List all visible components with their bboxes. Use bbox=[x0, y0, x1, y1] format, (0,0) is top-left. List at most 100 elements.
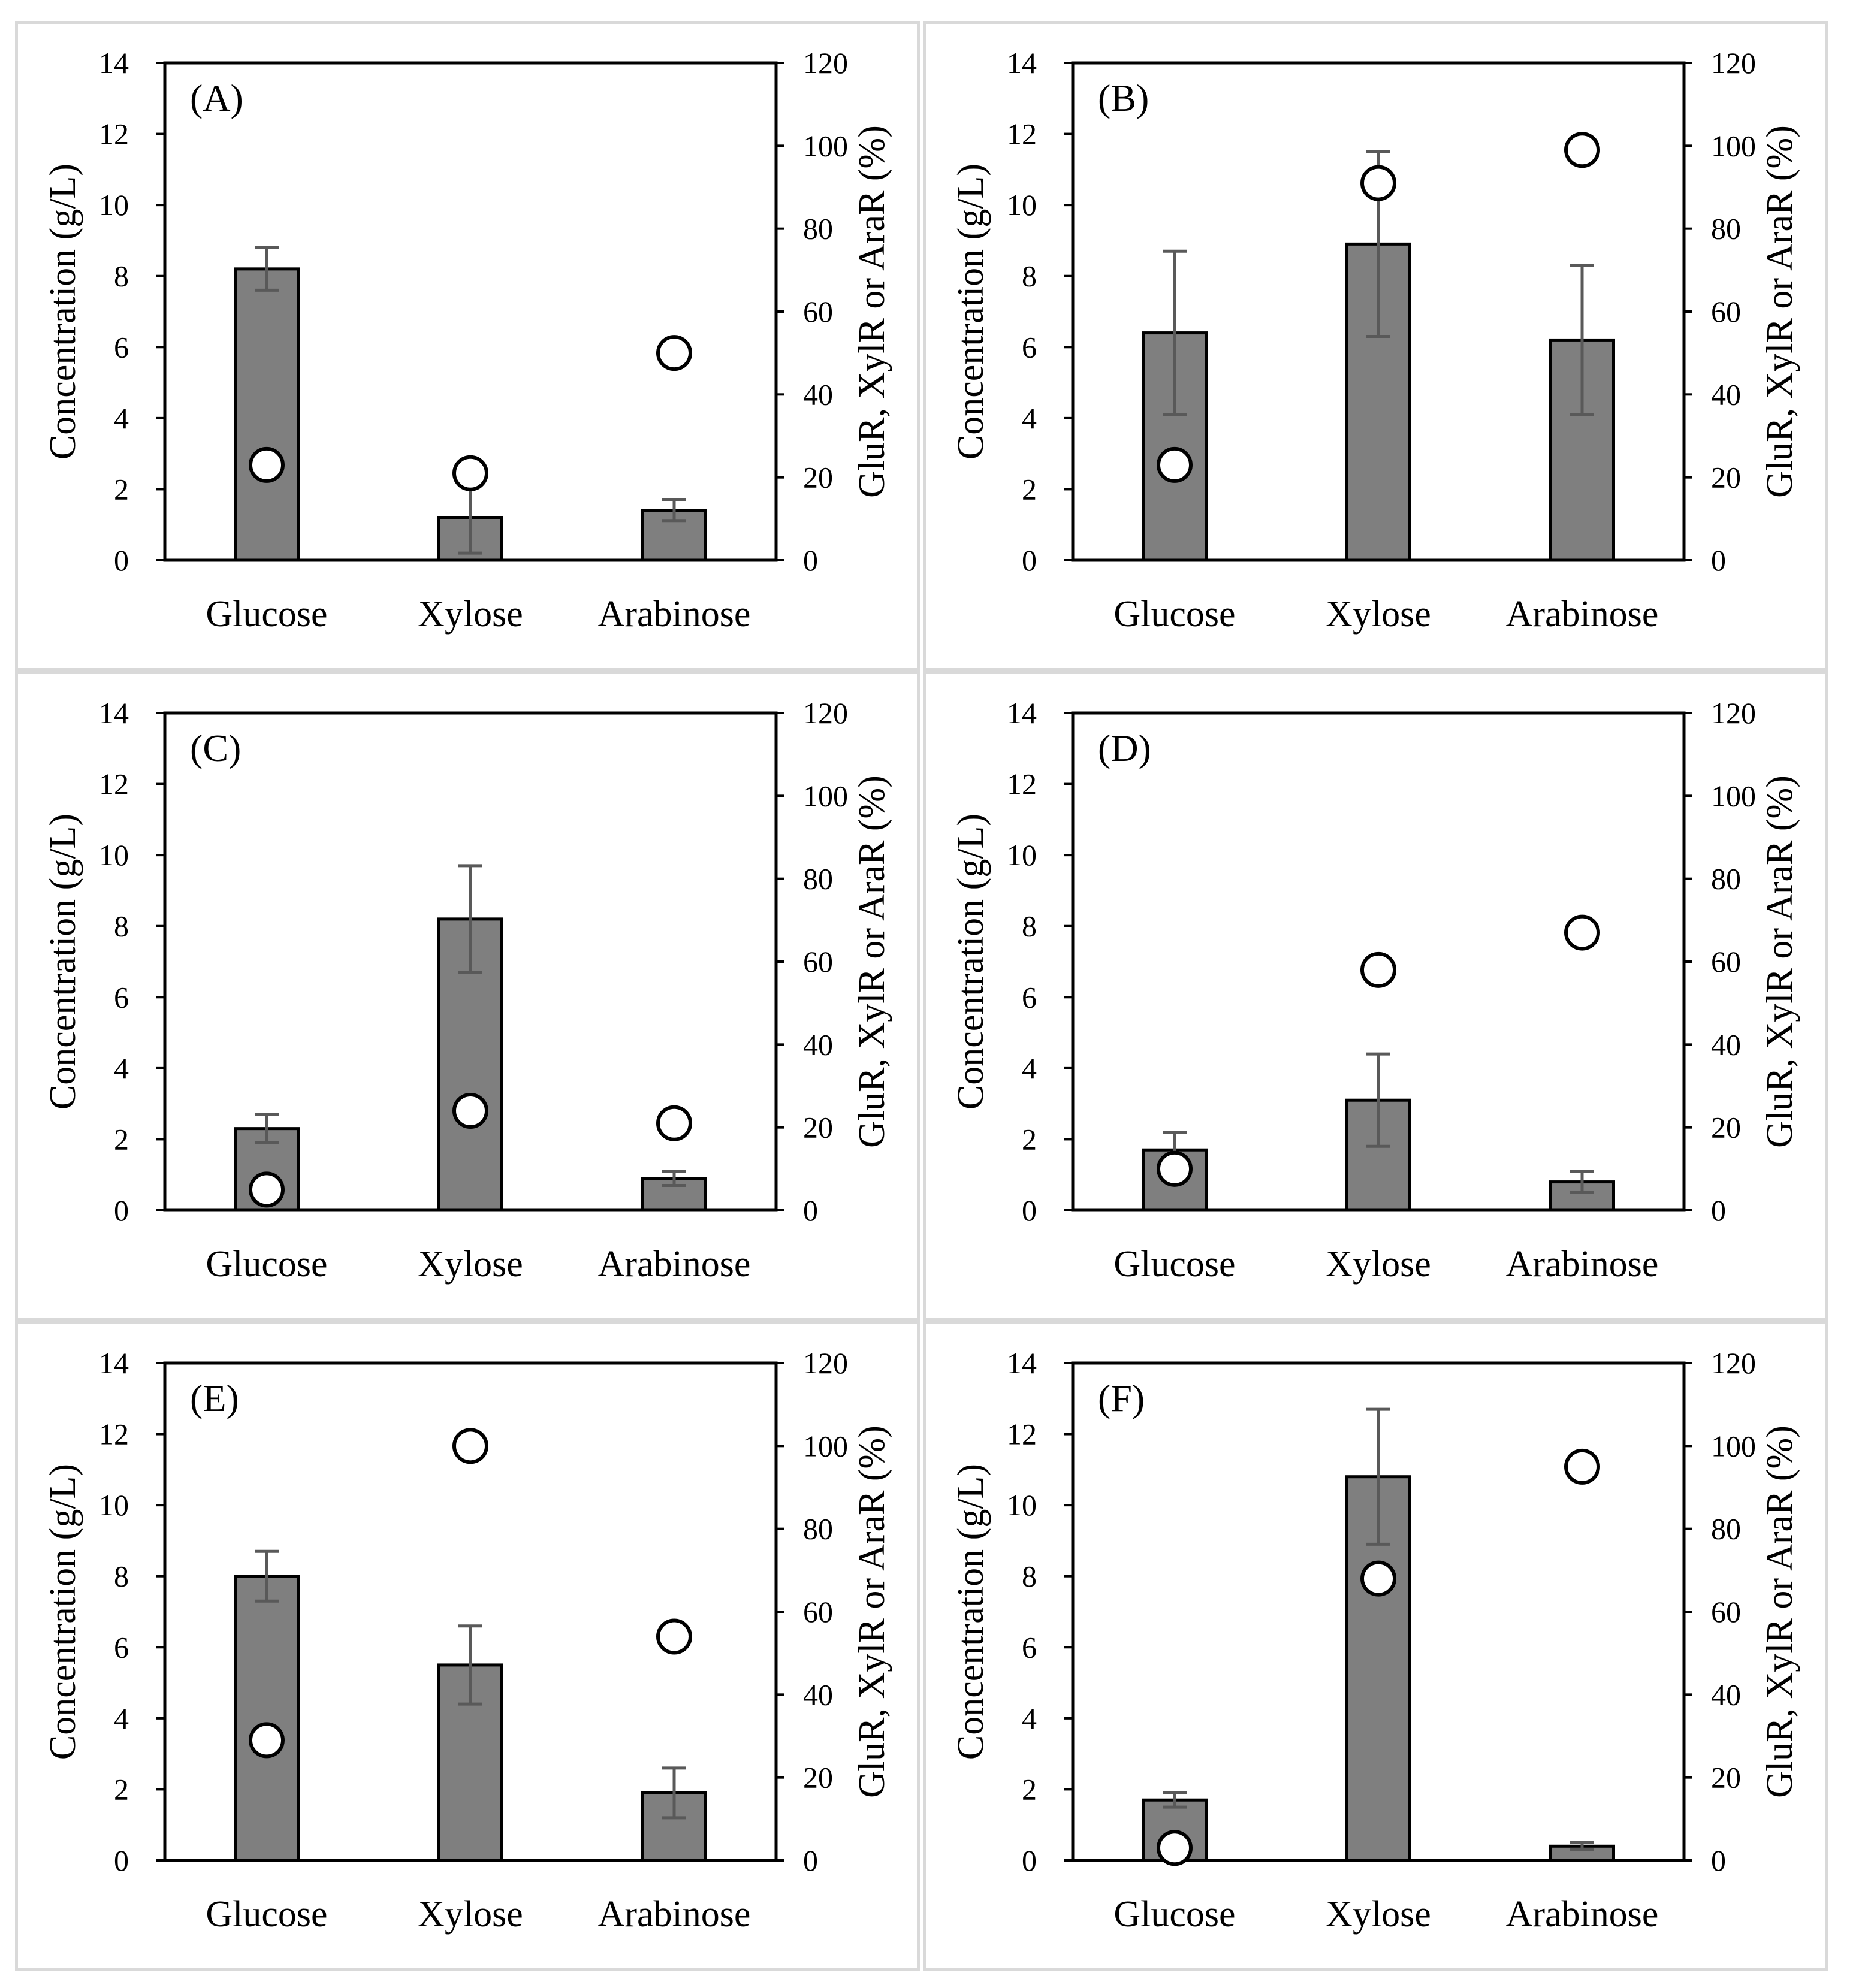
right-tick-label: 20 bbox=[1711, 1111, 1741, 1144]
category-label-xylose: Xylose bbox=[1326, 1894, 1431, 1935]
right-tick-label: 0 bbox=[803, 1844, 818, 1877]
chart-svg: 0 2 4 6 8 10 12 14 0 20 40 60 80 100 120 Concentration … bbox=[43, 46, 892, 635]
right-tick-label: 40 bbox=[803, 1028, 833, 1061]
left-tick-label: 4 bbox=[1022, 1052, 1037, 1085]
left-tick-label: 8 bbox=[1022, 910, 1037, 943]
category-label-glucose: Glucose bbox=[206, 594, 327, 635]
right-tick-label: 120 bbox=[803, 46, 848, 80]
left-tick-label: 6 bbox=[114, 330, 129, 364]
recovery-point-arabinose bbox=[656, 1618, 692, 1655]
right-tick-label: 120 bbox=[803, 696, 848, 730]
recovery-point-arabinose bbox=[656, 1105, 692, 1141]
category-label-xylose: Xylose bbox=[418, 1894, 523, 1935]
right-tick-label: 20 bbox=[803, 461, 833, 494]
chart-svg: 0 2 4 6 8 10 12 14 0 20 40 60 80 100 120 Concentration … bbox=[43, 696, 892, 1285]
right-tick-label: 120 bbox=[1711, 1346, 1756, 1380]
left-tick-label: 10 bbox=[1007, 838, 1037, 872]
panel-label: (F) bbox=[1098, 1377, 1145, 1419]
recovery-point-glucose bbox=[249, 1171, 285, 1208]
left-tick-label: 14 bbox=[1007, 696, 1037, 730]
recovery-point-xylose bbox=[1360, 951, 1396, 988]
left-tick-label: 12 bbox=[99, 768, 129, 801]
right-tick-label: 120 bbox=[1711, 696, 1756, 730]
chart-svg: 0 2 4 6 8 10 12 14 0 20 40 60 80 100 120 Concentration … bbox=[950, 1346, 1800, 1935]
recovery-point-xylose bbox=[452, 1428, 488, 1464]
right-tick-label: 60 bbox=[803, 295, 833, 328]
left-tick-label: 4 bbox=[114, 1702, 129, 1735]
right-tick-label: 60 bbox=[1711, 1595, 1741, 1629]
left-tick-label: 8 bbox=[114, 259, 129, 293]
right-tick-label: 0 bbox=[1711, 543, 1726, 577]
recovery-point-arabinose bbox=[1564, 132, 1600, 168]
left-tick-label: 8 bbox=[114, 1560, 129, 1593]
bar-xylose bbox=[1345, 1098, 1411, 1212]
category-label-glucose: Glucose bbox=[1113, 1894, 1235, 1935]
left-tick-label: 6 bbox=[1022, 1630, 1037, 1664]
right-tick-label: 40 bbox=[1711, 1678, 1741, 1711]
right-tick-label: 0 bbox=[1711, 1194, 1726, 1227]
category-label-arabinose: Arabinose bbox=[1506, 1894, 1659, 1935]
category-label-arabinose: Arabinose bbox=[1506, 594, 1659, 635]
right-tick-label: 60 bbox=[803, 1595, 833, 1629]
right-axis-title: GluR, XylR or AraR (%) bbox=[1760, 125, 1800, 498]
right-tick-label: 80 bbox=[1711, 862, 1741, 896]
bar-glucose bbox=[234, 1575, 300, 1862]
left-tick-label: 4 bbox=[1022, 401, 1037, 435]
panel-label: (C) bbox=[190, 727, 241, 769]
left-tick-label: 10 bbox=[99, 838, 129, 872]
category-label-arabinose: Arabinose bbox=[598, 1894, 751, 1935]
chart-panel-b: 0 2 4 6 8 10 12 14 0 20 40 60 80 100 120 Concentration … bbox=[923, 21, 1828, 671]
left-tick-label: 14 bbox=[1007, 1346, 1037, 1380]
category-label-arabinose: Arabinose bbox=[598, 594, 751, 635]
right-tick-label: 100 bbox=[1711, 779, 1756, 812]
right-tick-label: 100 bbox=[803, 1429, 848, 1463]
category-label-arabinose: Arabinose bbox=[1506, 1244, 1659, 1285]
category-label-glucose: Glucose bbox=[206, 1244, 327, 1285]
bar-glucose bbox=[234, 1127, 300, 1212]
left-tick-label: 10 bbox=[1007, 1488, 1037, 1522]
panel-label: (E) bbox=[190, 1377, 239, 1419]
right-tick-label: 20 bbox=[803, 1761, 833, 1794]
right-tick-label: 20 bbox=[1711, 461, 1741, 494]
left-tick-label: 14 bbox=[1007, 46, 1037, 80]
left-tick-label: 6 bbox=[114, 980, 129, 1014]
right-axis-title: GluR, XylR or AraR (%) bbox=[852, 775, 892, 1148]
right-tick-label: 60 bbox=[1711, 295, 1741, 328]
recovery-point-xylose bbox=[1360, 165, 1396, 201]
right-tick-label: 20 bbox=[803, 1111, 833, 1144]
left-tick-label: 0 bbox=[114, 543, 129, 577]
recovery-point-xylose bbox=[1360, 1560, 1396, 1597]
left-tick-label: 8 bbox=[1022, 259, 1037, 293]
recovery-point-xylose bbox=[452, 455, 488, 491]
category-label-glucose: Glucose bbox=[1113, 1244, 1235, 1285]
right-tick-label: 40 bbox=[803, 1678, 833, 1711]
category-label-arabinose: Arabinose bbox=[598, 1244, 751, 1285]
left-tick-label: 4 bbox=[114, 401, 129, 435]
chart-svg: 0 2 4 6 8 10 12 14 0 20 40 60 80 100 120 Concentration … bbox=[43, 1346, 892, 1935]
chart-svg: 0 2 4 6 8 10 12 14 0 20 40 60 80 100 120 Concentration … bbox=[950, 696, 1800, 1285]
right-tick-label: 100 bbox=[1711, 1429, 1756, 1463]
left-tick-label: 2 bbox=[114, 1122, 129, 1156]
left-axis-title: Concentration (g/L) bbox=[43, 1464, 83, 1760]
panel-label: (B) bbox=[1098, 77, 1149, 119]
right-tick-label: 40 bbox=[803, 377, 833, 411]
left-tick-label: 10 bbox=[99, 1488, 129, 1522]
right-tick-label: 60 bbox=[1711, 945, 1741, 978]
left-tick-label: 12 bbox=[99, 117, 129, 151]
chart-svg: 0 2 4 6 8 10 12 14 0 20 40 60 80 100 120 Concentration … bbox=[950, 46, 1800, 635]
left-tick-label: 12 bbox=[1007, 768, 1037, 801]
right-tick-label: 0 bbox=[803, 1194, 818, 1227]
right-tick-label: 80 bbox=[1711, 1512, 1741, 1546]
right-tick-label: 80 bbox=[1711, 212, 1741, 246]
right-tick-label: 0 bbox=[803, 543, 818, 577]
left-tick-label: 0 bbox=[1022, 1844, 1037, 1877]
right-tick-label: 40 bbox=[1711, 1028, 1741, 1061]
recovery-point-arabinose bbox=[656, 335, 692, 371]
right-tick-label: 100 bbox=[803, 129, 848, 162]
right-tick-label: 0 bbox=[1711, 1844, 1726, 1877]
left-tick-label: 2 bbox=[1022, 1122, 1037, 1156]
recovery-point-arabinose bbox=[1564, 914, 1600, 951]
left-tick-label: 2 bbox=[1022, 1772, 1037, 1806]
left-tick-label: 0 bbox=[114, 1844, 129, 1877]
left-tick-label: 8 bbox=[1022, 1560, 1037, 1593]
